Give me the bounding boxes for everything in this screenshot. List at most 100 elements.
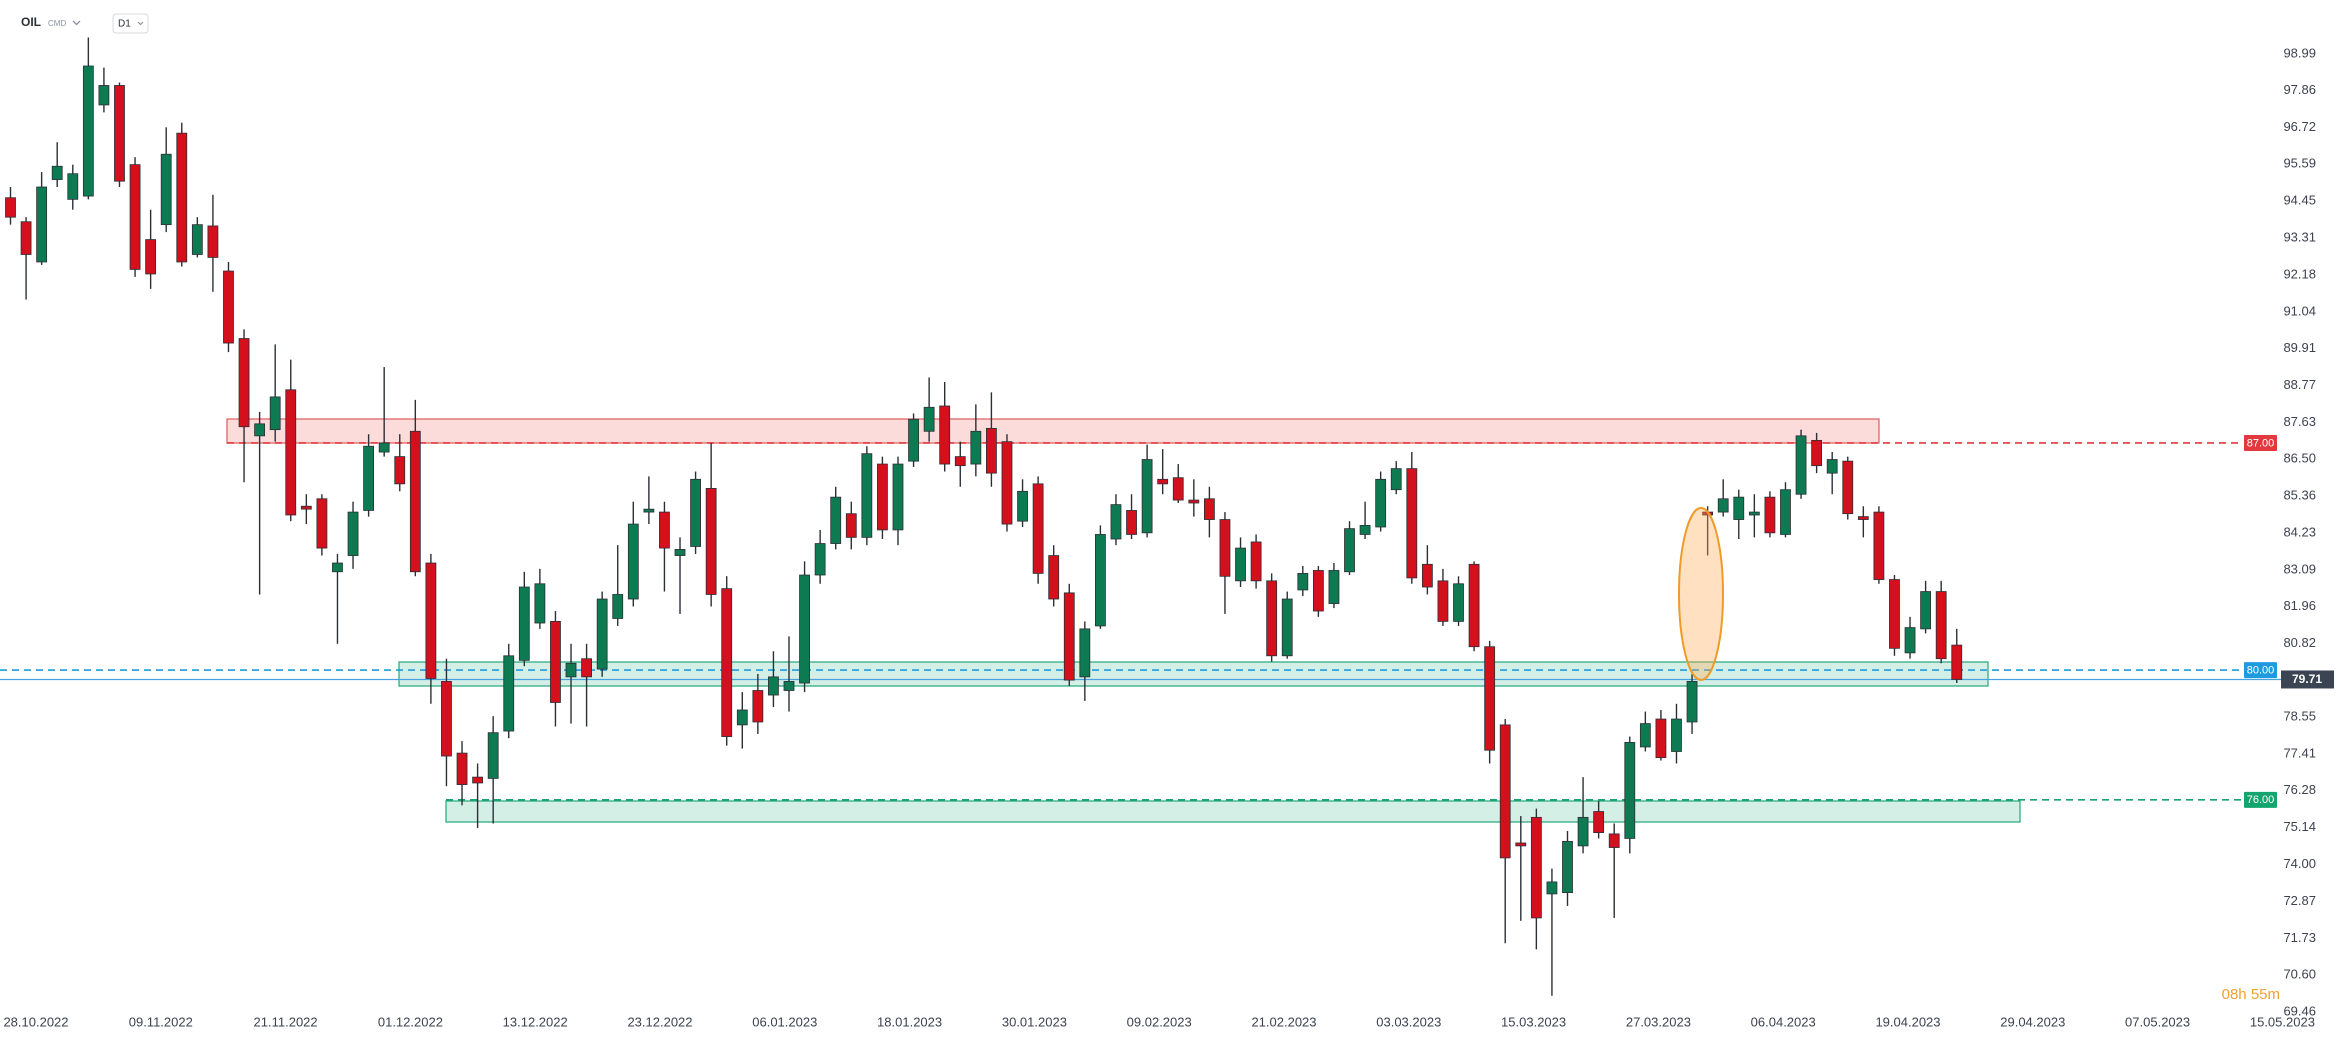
level-label: 80.00	[2247, 664, 2275, 676]
candle-body	[1079, 628, 1091, 678]
candle-body	[1671, 718, 1682, 752]
y-tick-label: 78.55	[2283, 709, 2316, 724]
y-tick-label: 71.73	[2283, 930, 2316, 945]
candle-body	[98, 85, 110, 106]
candle-body	[939, 405, 951, 465]
candle-body	[1780, 489, 1791, 535]
candle-body	[1562, 840, 1573, 894]
candle-body	[67, 173, 79, 200]
level-tag	[2244, 791, 2277, 808]
candle-body	[1219, 519, 1231, 577]
candle-body	[1312, 570, 1324, 612]
candle-body	[285, 389, 297, 516]
candle-body	[1639, 723, 1651, 748]
y-tick-label: 86.50	[2283, 451, 2316, 466]
candle-body	[1624, 742, 1636, 839]
y-tick-label: 92.18	[2283, 266, 2316, 281]
candle-body	[207, 225, 219, 258]
candle-body	[1110, 504, 1122, 540]
candle-body	[347, 511, 359, 556]
y-tick-label: 72.87	[2283, 893, 2316, 908]
candle-body	[1484, 646, 1496, 751]
candle-body	[1172, 477, 1184, 501]
candle-body	[1935, 591, 1947, 660]
candle-body	[534, 583, 546, 624]
x-tick-label: 28.10.2022	[3, 1014, 68, 1029]
x-tick-label: 15.03.2023	[1501, 1014, 1566, 1029]
candle-body	[1375, 478, 1387, 528]
candle-body	[1842, 460, 1854, 515]
x-tick-label: 13.12.2022	[503, 1014, 568, 1029]
candle-body	[269, 396, 281, 431]
candle-body	[1063, 592, 1075, 681]
candle-body	[1811, 439, 1823, 467]
candle-body	[923, 406, 935, 432]
candle-body	[254, 423, 266, 437]
x-tick-label: 06.01.2023	[752, 1014, 817, 1029]
candle-body	[223, 270, 234, 344]
candle-body	[1406, 468, 1418, 579]
candle-body	[643, 508, 655, 513]
candle-body	[1608, 833, 1620, 848]
x-tick-label: 23.12.2022	[627, 1014, 692, 1029]
candle-body	[487, 732, 499, 779]
y-tick-label: 80.82	[2283, 635, 2316, 650]
x-tick-label: 29.04.2023	[2000, 1014, 2065, 1029]
y-tick-label: 81.96	[2283, 598, 2316, 613]
x-tick-label: 09.11.2022	[129, 1014, 193, 1029]
dropdown-caret[interactable]	[72, 20, 81, 26]
support-zone	[398, 661, 1989, 687]
candle-body	[1157, 478, 1169, 485]
candle-body	[1095, 534, 1106, 627]
candle-body	[1499, 724, 1511, 859]
y-tick-label: 74.00	[2283, 856, 2316, 871]
level-label: 76.00	[2247, 794, 2275, 806]
interval-caret[interactable]	[137, 21, 144, 26]
y-tick-label: 94.45	[2283, 193, 2316, 208]
candle-body	[845, 513, 857, 538]
candle-body	[1266, 580, 1278, 657]
level-tag	[2244, 662, 2277, 679]
candle-body	[1593, 811, 1605, 833]
candle-body	[970, 430, 982, 465]
candle-body	[1951, 644, 1963, 680]
x-tick-label: 21.02.2023	[1251, 1014, 1316, 1029]
countdown: 08h 55m	[2222, 986, 2280, 1003]
highlight-ellipse	[1678, 507, 1724, 681]
candle-body	[378, 442, 390, 453]
candle-body	[1733, 496, 1745, 520]
candle-body	[627, 523, 639, 600]
interval-button[interactable]	[112, 13, 149, 34]
candle-body	[1328, 570, 1340, 604]
candle-body	[1795, 435, 1807, 495]
price-label: 79.71	[2292, 672, 2322, 686]
candle-body	[830, 496, 842, 544]
candle-body	[1421, 563, 1433, 588]
candle-body	[176, 132, 188, 263]
candle-body	[1048, 555, 1060, 600]
candle-body	[114, 85, 125, 182]
x-tick-label: 01.12.2022	[378, 1014, 443, 1029]
candle-body	[363, 445, 375, 511]
candle-body	[892, 463, 904, 531]
candles	[5, 37, 1963, 996]
y-tick-label: 89.91	[2283, 340, 2316, 355]
y-tick-label: 77.41	[2283, 746, 2316, 761]
candle-body	[1748, 511, 1760, 516]
candle-body	[986, 427, 997, 474]
candle-body	[1188, 499, 1200, 504]
candle-body	[1826, 459, 1838, 474]
candle-body	[1017, 490, 1028, 522]
interval[interactable]: D1	[118, 19, 131, 30]
candle-body	[799, 574, 810, 684]
candle-body	[441, 681, 452, 757]
candle-body	[1873, 511, 1885, 580]
level-label: 87.00	[2247, 437, 2275, 449]
candle-body	[332, 562, 343, 573]
candle-body	[783, 681, 795, 691]
candle-body	[612, 594, 624, 619]
x-tick-label: 19.04.2023	[1875, 1014, 1940, 1029]
